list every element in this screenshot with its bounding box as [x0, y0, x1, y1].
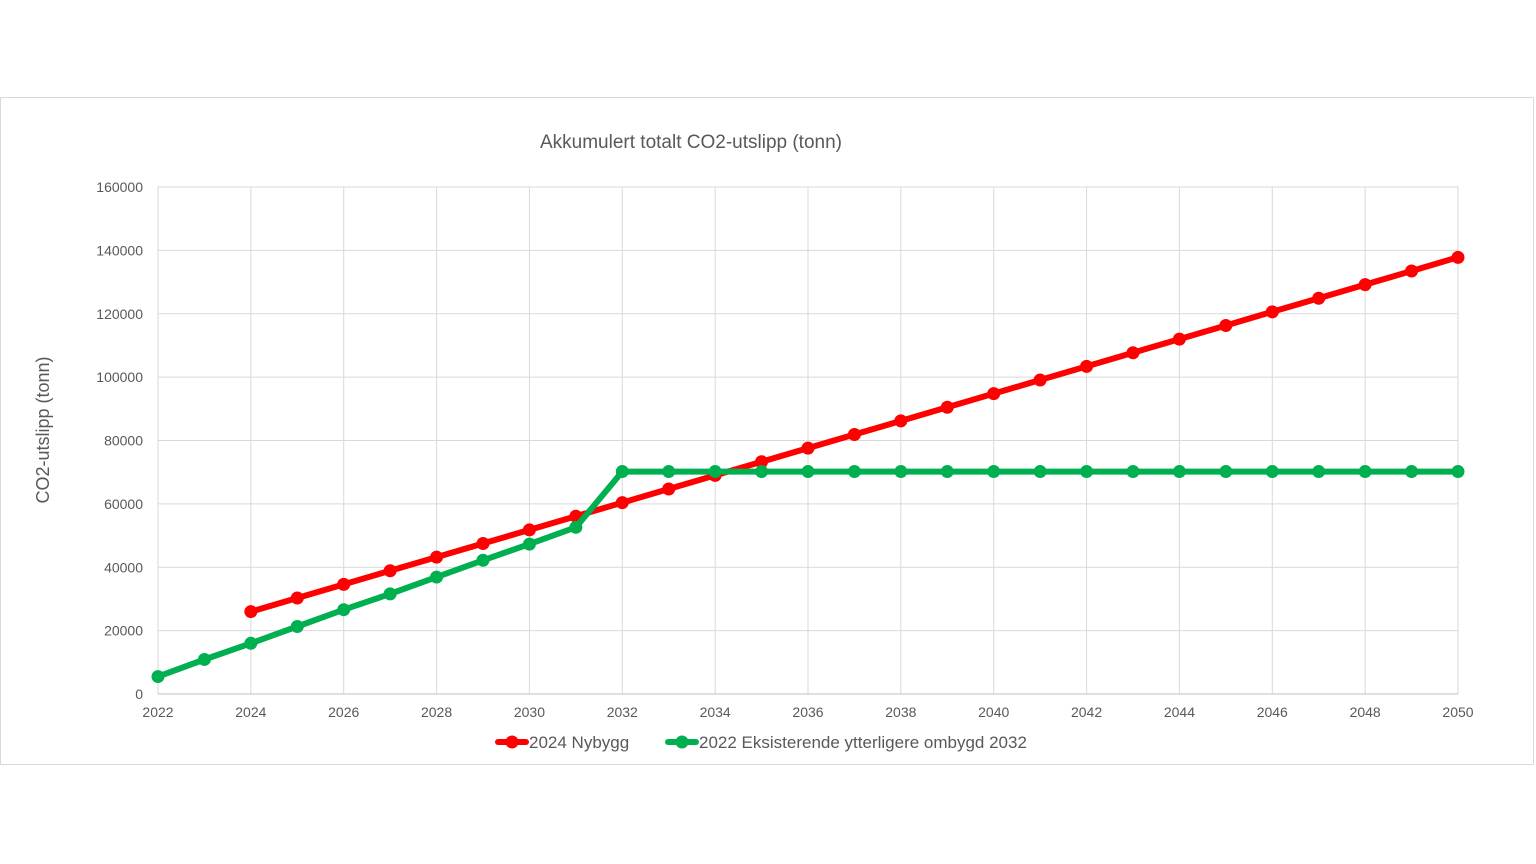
data-point — [290, 591, 304, 605]
axes: 2022 2024 2026 2028 2030 2032 2034 2036 2038 2040… — [96, 179, 1473, 720]
data-point — [1033, 465, 1047, 479]
data-point — [430, 550, 444, 564]
data-point — [151, 670, 165, 684]
y-tick-label: 120000 — [96, 306, 143, 322]
y-tick-label: 80000 — [104, 433, 143, 449]
data-point — [522, 523, 536, 537]
data-point — [1219, 318, 1233, 332]
legend-item: 2022 Eksisterende ytterligere ombygd 203… — [665, 733, 1027, 752]
data-point — [1358, 465, 1372, 479]
x-tick-label: 2028 — [421, 704, 452, 720]
data-point — [1451, 465, 1465, 479]
data-point — [1358, 278, 1372, 292]
legend-label: 2022 Eksisterende ytterligere ombygd 203… — [699, 733, 1027, 752]
data-point — [1219, 465, 1233, 479]
data-point — [197, 652, 211, 666]
data-point — [894, 465, 908, 479]
data-point — [1080, 465, 1094, 479]
data-point — [1405, 264, 1419, 278]
data-point — [522, 537, 536, 551]
data-point — [1080, 359, 1094, 373]
y-tick-label: 100000 — [96, 369, 143, 385]
series-1 — [244, 250, 1465, 619]
chart-area: 2022 2024 2026 2028 2030 2032 2034 2036 2038 2040… — [0, 97, 1534, 765]
data-point — [1312, 465, 1326, 479]
data-point — [987, 387, 1001, 401]
x-tick-label: 2030 — [514, 704, 545, 720]
x-tick-label: 2044 — [1164, 704, 1195, 720]
data-point — [801, 441, 815, 455]
data-point — [1126, 465, 1140, 479]
data-point — [847, 465, 861, 479]
line-chart: 2022 2024 2026 2028 2030 2032 2034 2036 2038 2040… — [33, 132, 1474, 752]
data-point — [708, 465, 722, 479]
y-tick-label: 20000 — [104, 623, 143, 639]
data-point — [337, 577, 351, 591]
data-point — [337, 603, 351, 617]
data-point — [476, 553, 490, 567]
data-point — [662, 465, 676, 479]
data-point — [940, 465, 954, 479]
data-point — [244, 605, 258, 619]
data-point — [894, 414, 908, 428]
data-point — [801, 465, 815, 479]
x-tick-label: 2048 — [1350, 704, 1381, 720]
series — [151, 250, 1465, 684]
data-point — [662, 482, 676, 496]
x-tick-label: 2042 — [1071, 704, 1102, 720]
x-tick-label: 2026 — [328, 704, 359, 720]
data-point — [1451, 250, 1465, 264]
data-point — [940, 400, 954, 414]
data-point — [290, 620, 304, 634]
x-tick-label: 2046 — [1257, 704, 1288, 720]
y-tick-label: 40000 — [104, 559, 143, 575]
data-point — [755, 455, 769, 469]
x-tick-label: 2038 — [885, 704, 916, 720]
data-point — [615, 465, 629, 479]
x-tick-label: 2024 — [235, 704, 266, 720]
data-point — [1265, 305, 1279, 319]
chart-title: Akkumulert totalt CO2-utslipp (tonn) — [540, 132, 842, 153]
x-tick-label: 2040 — [978, 704, 1009, 720]
data-point — [1405, 465, 1419, 479]
data-point — [569, 520, 583, 534]
data-point — [1126, 346, 1140, 360]
data-point — [383, 564, 397, 578]
data-point — [615, 496, 629, 510]
data-point — [1033, 373, 1047, 387]
data-point — [847, 427, 861, 441]
data-point — [244, 636, 258, 650]
series-2 — [151, 465, 1465, 684]
y-tick-label: 60000 — [104, 496, 143, 512]
data-point — [430, 570, 444, 584]
legend-item: 2024 Nybygg — [495, 733, 629, 752]
data-point — [1172, 332, 1186, 346]
data-point — [1312, 291, 1326, 305]
x-tick-label: 2022 — [142, 704, 173, 720]
legend: 2024 Nybygg 2022 Eksisterende ytterligere… — [495, 733, 1027, 752]
y-tick-label: 140000 — [96, 242, 143, 258]
data-point — [383, 587, 397, 601]
data-point — [755, 465, 769, 479]
grid — [157, 186, 1459, 695]
data-point — [987, 465, 1001, 479]
legend-marker — [675, 735, 689, 749]
legend-marker — [505, 735, 519, 749]
x-tick-label: 2050 — [1442, 704, 1473, 720]
y-tick-label: 160000 — [96, 179, 143, 195]
y-tick-label: 0 — [135, 686, 143, 702]
y-axis-label: CO2-utslipp (tonn) — [33, 356, 53, 503]
x-tick-label: 2034 — [700, 704, 731, 720]
data-point — [1172, 465, 1186, 479]
data-point — [476, 536, 490, 550]
data-point — [1265, 465, 1279, 479]
x-tick-label: 2032 — [607, 704, 638, 720]
legend-label: 2024 Nybygg — [529, 733, 629, 752]
x-tick-label: 2036 — [792, 704, 823, 720]
